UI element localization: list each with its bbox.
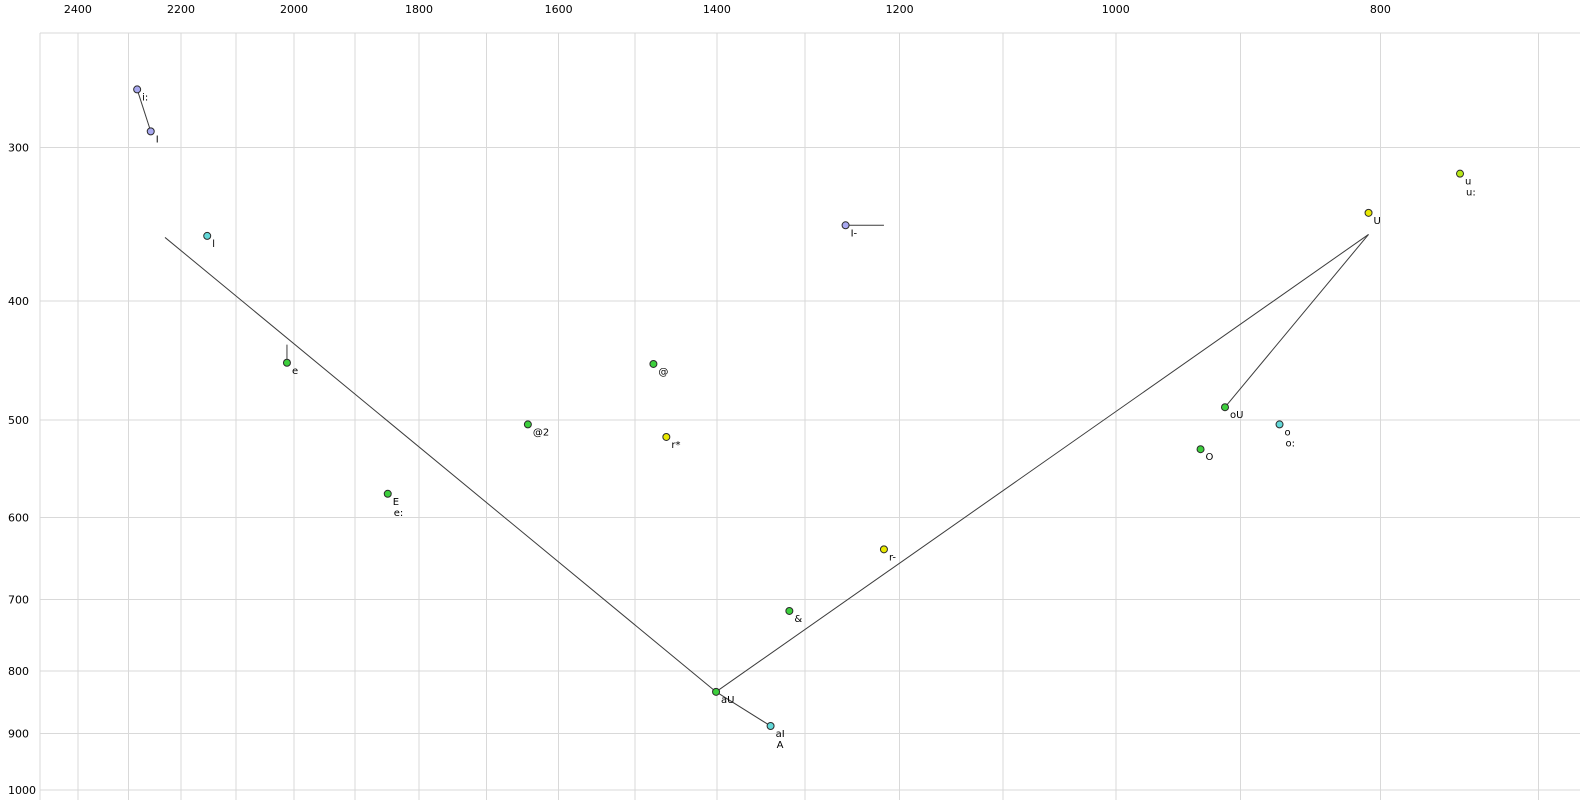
point-I- <box>841 221 850 230</box>
x-axis-tick-1600: 1600 <box>545 3 573 16</box>
point-label-I: I <box>156 134 159 145</box>
point-label-e:: e: <box>394 508 404 519</box>
y-axis-tick-1000: 1000 <box>8 784 36 797</box>
x-axis-tick-2200: 2200 <box>167 3 195 16</box>
y-axis-tick-400: 400 <box>8 295 29 308</box>
point-label-aU: aU <box>721 695 734 706</box>
point-label-I-: I- <box>851 228 858 239</box>
point-l <box>203 231 212 240</box>
y-axis-tick-800: 800 <box>8 665 29 678</box>
point-label-u: u <box>1465 177 1471 188</box>
point-label-aI: aI <box>776 729 785 740</box>
point-label-i:: i: <box>142 92 148 103</box>
segment-back-diagonal <box>715 234 1369 693</box>
point-@ <box>649 359 658 368</box>
point-aI <box>766 721 775 730</box>
point-& <box>785 606 794 615</box>
point-O <box>1196 445 1205 454</box>
point-label-O: O <box>1206 452 1214 463</box>
x-axis-tick-2400: 2400 <box>64 3 92 16</box>
x-axis-tick-800: 800 <box>1370 3 1391 16</box>
point-oU <box>1220 403 1229 412</box>
point-U <box>1364 208 1373 217</box>
point-label-A: A <box>777 740 784 751</box>
segment-U-to-oU <box>1224 234 1369 408</box>
point-e <box>282 358 291 367</box>
point-label-oU: oU <box>1230 410 1243 421</box>
y-axis-tick-500: 500 <box>8 414 29 427</box>
point-I <box>146 127 155 136</box>
y-axis-tick-600: 600 <box>8 511 29 524</box>
y-axis-tick-700: 700 <box>8 594 29 607</box>
point-i: <box>133 85 142 94</box>
point-label-r-: r- <box>889 552 896 563</box>
x-axis-tick-1800: 1800 <box>405 3 433 16</box>
point-label-u:: u: <box>1466 188 1476 199</box>
point-label-r*: r* <box>671 440 680 451</box>
point-label-U: U <box>1374 216 1381 227</box>
point-aU <box>712 687 721 696</box>
point-r* <box>662 432 671 441</box>
point-r- <box>879 545 888 554</box>
segment-aU-to-aI <box>715 691 771 727</box>
x-axis-tick-2000: 2000 <box>280 3 308 16</box>
y-axis-tick-900: 900 <box>8 728 29 741</box>
point-label-e: e <box>292 366 298 377</box>
point-o <box>1275 420 1284 429</box>
point-@2 <box>523 420 532 429</box>
point-label-@: @ <box>658 367 668 378</box>
y-axis-tick-300: 300 <box>8 142 29 155</box>
point-label-o: o <box>1285 427 1291 438</box>
point-E <box>383 489 392 498</box>
segment-front-diagonal <box>164 237 717 693</box>
point-label-@2: @2 <box>533 427 549 438</box>
point-label-E: E <box>393 497 399 508</box>
point-label-l: l <box>212 239 215 250</box>
x-axis-tick-1200: 1200 <box>886 3 914 16</box>
point-label-&: & <box>794 614 802 625</box>
x-axis-tick-1000: 1000 <box>1102 3 1130 16</box>
point-u <box>1456 169 1465 178</box>
segment-i-long-to-I <box>136 89 152 132</box>
point-label-o:: o: <box>1286 438 1296 449</box>
x-axis-tick-1400: 1400 <box>703 3 731 16</box>
